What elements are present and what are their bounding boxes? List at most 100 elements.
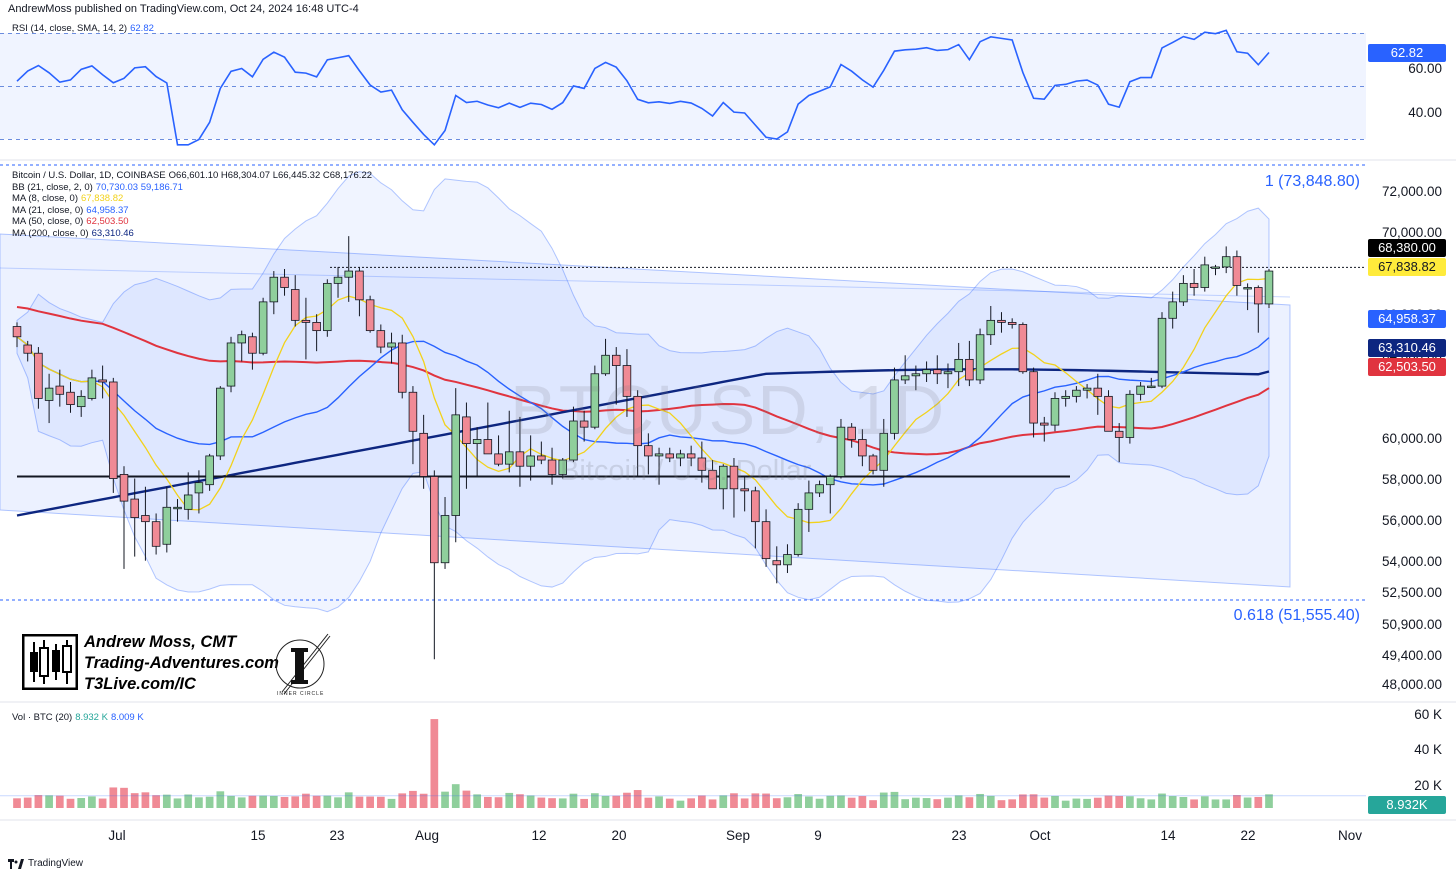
volume-bar	[762, 793, 770, 808]
volume-bar	[879, 792, 888, 808]
candle-body	[579, 420, 589, 428]
volume-bar	[441, 791, 449, 808]
volume-bar	[815, 798, 824, 808]
volume-bar	[580, 798, 588, 808]
candle-body	[1093, 387, 1103, 397]
volume-bar	[912, 797, 920, 808]
candle-body	[290, 289, 300, 321]
vol-tick-40k: 40 K	[1414, 742, 1442, 757]
fib-1-label: 1 (73,848.80)	[1264, 173, 1360, 190]
candle-body	[708, 469, 717, 490]
indicator-legend-item: MA (200, close, 0) 63,310.46	[12, 228, 372, 240]
volume-bar	[558, 798, 567, 808]
candle-body	[1179, 282, 1188, 303]
candle-body	[900, 375, 910, 381]
candle-body	[119, 474, 129, 502]
volume-bar	[162, 794, 171, 808]
candle-body	[323, 282, 332, 332]
candle-body	[419, 432, 428, 477]
candle-body	[868, 455, 878, 471]
signature: Andrew Moss, CMT Trading-Adventures.com …	[84, 632, 279, 695]
candle-body	[1125, 393, 1135, 438]
volume-bar	[355, 796, 364, 808]
candle-body	[44, 387, 54, 401]
candle-body	[633, 395, 642, 447]
volume-bar	[548, 798, 556, 808]
volume-bar	[1168, 796, 1177, 808]
volume-bar	[1008, 799, 1017, 808]
candle-body	[1189, 282, 1199, 288]
volume-bar	[45, 795, 53, 808]
volume-bar	[601, 795, 610, 808]
candle-body	[430, 476, 439, 564]
volume-bar	[88, 796, 96, 808]
indicator-value: 62,503.50	[86, 216, 129, 227]
candle-body	[654, 453, 664, 457]
volume-bar	[1061, 800, 1070, 808]
candle-body	[965, 358, 974, 381]
volume-bar	[698, 795, 706, 808]
price-tick: 48,000.00	[1381, 677, 1442, 692]
indicator-name: MA (200, close, 0)	[12, 227, 89, 239]
volume-bar	[537, 797, 546, 808]
price-label: 67,838.82	[1368, 258, 1446, 276]
candle-body	[804, 492, 814, 510]
candle-body	[226, 342, 236, 387]
volume-bar	[986, 795, 995, 808]
volume-bar	[1040, 797, 1049, 808]
volume-bar	[837, 795, 845, 808]
candle-body	[1040, 422, 1049, 426]
volume-bar	[954, 795, 963, 808]
candle-body	[986, 319, 996, 336]
candle-body	[248, 336, 257, 354]
candle-body	[933, 369, 942, 375]
footer[interactable]: TradingView	[8, 858, 83, 869]
candle-body	[55, 385, 65, 395]
candle-body	[665, 453, 675, 459]
time-tick: 12	[531, 828, 547, 843]
volume-bar	[1254, 796, 1263, 808]
candle-body	[408, 391, 418, 432]
time-tick: 22	[1240, 828, 1256, 843]
vol-tick-60k: 60 K	[1414, 707, 1442, 722]
candle-body	[922, 369, 931, 375]
volume-bar	[933, 799, 942, 808]
signature-link[interactable]: T3Live.com/IC	[84, 675, 196, 693]
candle-body	[141, 515, 150, 523]
candle-body	[1147, 385, 1156, 388]
watermark-name: Bitcoin / U.S. Dollar	[560, 455, 812, 487]
indicator-name: MA (50, close, 0)	[12, 216, 84, 227]
time-tick: 20	[611, 828, 627, 843]
indicator-legend-item: MA (8, close, 0) 67,838.82	[12, 193, 372, 205]
indicator-value: 64,958.37	[86, 204, 129, 216]
volume-bar	[1211, 799, 1220, 808]
volume-bar	[612, 795, 621, 808]
candle-body	[1072, 389, 1081, 397]
volume-bar	[184, 794, 193, 808]
volume-bar	[569, 793, 578, 808]
volume-bar	[1072, 798, 1081, 808]
volume-bar	[419, 793, 428, 808]
candle-body	[462, 416, 471, 445]
volume-bar	[858, 796, 867, 808]
candle-body	[729, 465, 739, 490]
indicator-name: BB (21, close, 2, 0)	[12, 181, 93, 193]
volume-bar	[944, 797, 952, 808]
volume-bar	[901, 799, 910, 808]
watermark-symbol: BTCUSD, 1D	[510, 371, 947, 449]
volume-bar	[302, 793, 310, 808]
time-tick: 23	[329, 828, 345, 843]
candle-body	[312, 322, 321, 332]
candle-body	[601, 354, 610, 375]
candle-body	[1243, 287, 1252, 290]
volume-bar	[1243, 797, 1252, 808]
volume-bar	[730, 793, 738, 808]
volume-bar	[280, 796, 289, 808]
indicator-value: 63,310.46	[91, 227, 134, 239]
indicator-name: MA (8, close, 0)	[12, 193, 78, 204]
candle-body	[1168, 301, 1177, 319]
candle-body	[12, 326, 22, 338]
candle-body	[162, 506, 172, 545]
volume-bar	[483, 796, 492, 808]
